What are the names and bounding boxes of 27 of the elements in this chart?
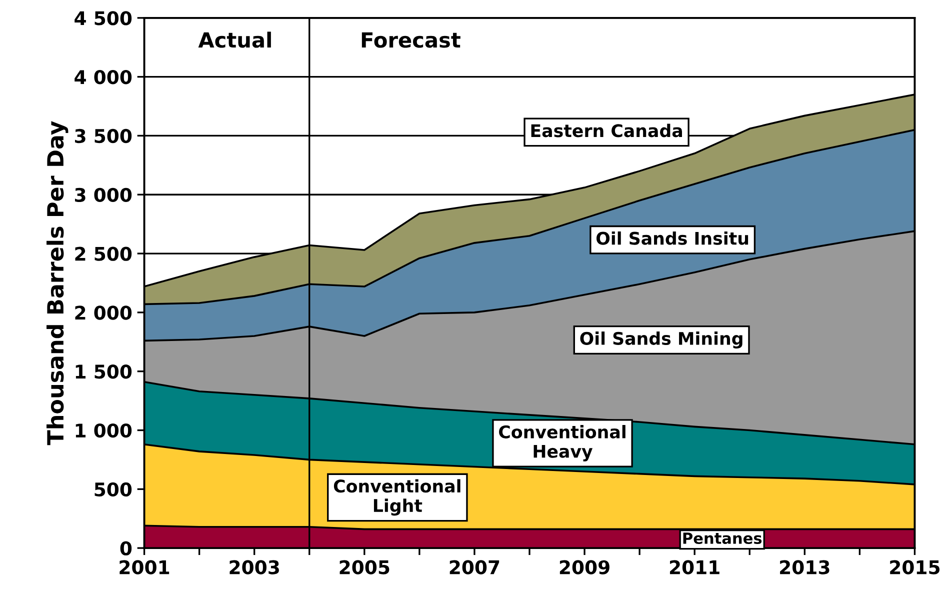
y-tick-label: 1 000 [76,423,132,438]
series-label: Oil Sands Mining [580,332,742,348]
y-tick-label: 4 000 [74,70,132,84]
y-tick-label: 3 500 [75,128,132,144]
y-tick-label: 4 500 [74,11,132,26]
y-tick-label: 2 500 [75,246,132,261]
annotation: Actual [198,32,271,48]
y-tick-label: 0 [120,541,132,556]
series-label: Oil Sands Insitu [596,231,748,245]
x-tick-label: 2009 [560,560,610,574]
y-axis-title: Thousand Barrels Per Day [46,121,68,446]
series-label: Conventional Light [334,479,460,516]
series-label: Conventional Heavy [499,425,626,462]
y-tick-label: 2 000 [75,306,132,320]
x-tick-label: 2015 [890,560,940,574]
y-tick-label: 1 500 [76,364,132,379]
x-tick-label: 2001 [120,560,170,574]
x-tick-label: 2003 [230,560,279,574]
y-tick-label: 500 [94,482,132,497]
series-label: Pentanes [683,532,762,544]
series-label: Eastern Canada [531,124,682,138]
x-tick-label: 2013 [780,560,830,574]
x-tick-label: 2007 [450,560,500,574]
y-tick-label: 3 000 [75,188,132,202]
x-tick-label: 2005 [340,560,390,574]
x-tick-label: 2011 [670,560,720,574]
annotation: Forecast [362,32,460,48]
